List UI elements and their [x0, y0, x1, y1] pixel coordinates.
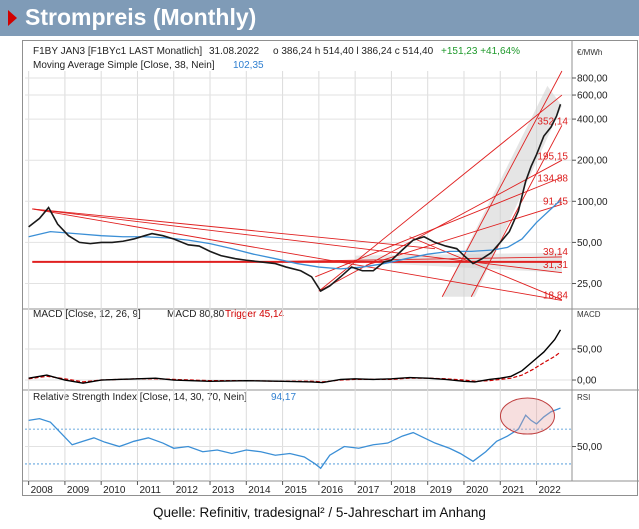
trend-line — [318, 94, 563, 292]
axis-tick-label: 400,00 — [577, 115, 608, 126]
rsi-legend: Relative Strength Index [Close, 14, 30, … — [33, 392, 590, 403]
axis-tick-label: 50,00 — [577, 344, 602, 355]
price-ohlc-label: o 386,24 h 514,40 l 386,24 c 514,40 — [273, 46, 434, 57]
x-axis-year-label: 2013 — [212, 485, 235, 496]
trend-line — [441, 70, 563, 297]
macd-label: MACD [Close, 12, 26, 9] — [33, 309, 141, 320]
rsi-unit-label: RSI — [577, 393, 590, 402]
x-axis-year-label: 2012 — [176, 485, 199, 496]
play-arrow-icon — [8, 10, 17, 26]
price-level-label: 195,15 — [537, 152, 568, 163]
chart-container[interactable]: F1BY JAN3 [F1BYc1 LAST Monatlich] 31.08.… — [22, 40, 639, 496]
price-date-label: 31.08.2022 — [209, 46, 259, 57]
price-instrument-label: F1BY JAN3 [F1BYc1 LAST Monatlich] — [33, 46, 202, 57]
price-level-label: 31,31 — [543, 260, 568, 271]
axis-tick-label: 100,00 — [577, 197, 608, 208]
axis-tick-label: 25,00 — [577, 279, 602, 290]
trend-line — [32, 208, 563, 301]
x-axis-year-label: 2008 — [31, 485, 54, 496]
axis-tick-label: 200,00 — [577, 156, 608, 167]
axis-tick-label: 50,00 — [577, 442, 602, 453]
rsi-value-label: 94,17 — [271, 392, 296, 403]
trend-line — [32, 208, 435, 250]
ma-value-label: 102,35 — [233, 60, 264, 71]
rsi-line — [28, 407, 561, 470]
price-level-label: 91,45 — [543, 197, 568, 208]
rsi-highlight-ellipse — [499, 397, 555, 435]
price-level-label: 39,14 — [543, 247, 568, 258]
source-caption: Quelle: Refinitiv, tradesignal² / 5-Jahr… — [153, 505, 486, 520]
x-axis-year-label: 2014 — [248, 485, 271, 496]
x-axis-year-label: 2022 — [539, 485, 562, 496]
macd-trigger-label: Trigger 45,14 — [225, 309, 285, 320]
trend-line — [365, 203, 563, 266]
macd-value-label: MACD 80,80 — [167, 309, 225, 320]
rsi-label: Relative Strength Index [Close, 14, 30, … — [33, 392, 247, 403]
price-level-label: 134,88 — [537, 174, 568, 185]
x-axis-year-label: 2019 — [430, 485, 453, 496]
chart-marks: 800,00 600,00 400,00 200,00 100,00 50,00 25,00… — [23, 41, 639, 496]
x-axis-year-label: 2015 — [285, 485, 308, 496]
shaded-channel-zone — [442, 85, 562, 297]
macd-trigger-line — [28, 351, 561, 383]
price-legend: F1BY JAN3 [F1BYc1 LAST Monatlich] 31.08.… — [33, 46, 602, 71]
ma-label: Moving Average Simple [Close, 38, Nein] — [33, 60, 215, 71]
axis-tick-label: 800,00 — [577, 73, 608, 84]
trend-line — [409, 236, 563, 301]
axis-tick-label: 0,00 — [577, 376, 597, 387]
x-axis-year-label: 2009 — [67, 485, 90, 496]
macd-line — [28, 329, 562, 384]
price-unit-label: €/MWh — [577, 48, 602, 57]
moving-average-line — [28, 199, 561, 270]
macd-unit-label: MACD — [577, 310, 601, 319]
axis-tick-label: 50,00 — [577, 238, 602, 249]
page-title: Strompreis (Monthly) — [25, 4, 257, 30]
x-axis-year-label: 2018 — [393, 485, 416, 496]
price-change-label: +151,23 +41,64% — [441, 46, 520, 57]
x-axis-year-label: 2020 — [466, 485, 489, 496]
price-level-label: 18,84 — [543, 290, 568, 301]
trend-line — [315, 176, 563, 278]
chart-svg: F1BY JAN3 [F1BYc1 LAST Monatlich] 31.08.… — [23, 41, 639, 496]
x-axis-year-label: 2021 — [502, 485, 525, 496]
x-axis-year-label: 2017 — [357, 485, 380, 496]
x-axis-year-label: 2016 — [321, 485, 344, 496]
x-axis-year-label: 2011 — [139, 485, 161, 496]
macd-legend: MACD [Close, 12, 26, 9] MACD 80,80 Trigg… — [33, 309, 601, 320]
page-header: Strompreis (Monthly) — [0, 0, 639, 36]
x-axis-year-label: 2010 — [103, 485, 126, 496]
axis-tick-label: 600,00 — [577, 91, 608, 102]
price-line — [28, 103, 562, 293]
